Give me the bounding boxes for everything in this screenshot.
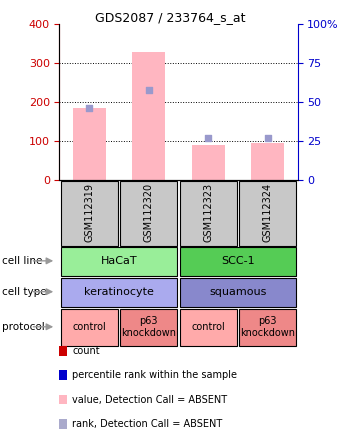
- Point: [265, 135, 271, 142]
- Bar: [59, 346, 67, 356]
- Text: HaCaT: HaCaT: [101, 256, 137, 266]
- Text: cell type: cell type: [2, 287, 46, 297]
- Bar: [61, 247, 177, 276]
- Bar: [180, 278, 296, 307]
- Text: protocol: protocol: [2, 322, 45, 332]
- Text: control: control: [191, 322, 225, 332]
- Bar: [180, 247, 296, 276]
- Bar: [61, 181, 118, 246]
- Text: GSM112324: GSM112324: [263, 183, 273, 242]
- Text: GSM112320: GSM112320: [144, 183, 154, 242]
- Bar: [239, 309, 296, 346]
- Bar: [59, 419, 67, 429]
- Text: value, Detection Call = ABSENT: value, Detection Call = ABSENT: [72, 395, 227, 404]
- Bar: [192, 145, 225, 180]
- Text: keratinocyte: keratinocyte: [84, 287, 154, 297]
- Point: [146, 86, 152, 93]
- Text: SCC-1: SCC-1: [221, 256, 255, 266]
- Bar: [61, 309, 118, 346]
- Text: control: control: [72, 322, 106, 332]
- Bar: [239, 181, 296, 246]
- Text: GDS2087 / 233764_s_at: GDS2087 / 233764_s_at: [95, 11, 245, 24]
- Point: [205, 135, 211, 142]
- Bar: [59, 370, 67, 380]
- Bar: [180, 181, 237, 246]
- Text: count: count: [72, 346, 100, 356]
- Text: GSM112323: GSM112323: [203, 183, 213, 242]
- Text: squamous: squamous: [209, 287, 267, 297]
- Text: GSM112319: GSM112319: [84, 183, 94, 242]
- Bar: [73, 108, 106, 180]
- Bar: [120, 181, 177, 246]
- Bar: [251, 143, 284, 180]
- Text: cell line: cell line: [2, 256, 42, 266]
- Text: p63
knockdown: p63 knockdown: [240, 316, 295, 337]
- Bar: [120, 309, 177, 346]
- Bar: [61, 278, 177, 307]
- Text: p63
knockdown: p63 knockdown: [121, 316, 176, 337]
- Point: [86, 105, 92, 112]
- Text: rank, Detection Call = ABSENT: rank, Detection Call = ABSENT: [72, 419, 222, 429]
- Bar: [59, 395, 67, 404]
- Text: percentile rank within the sample: percentile rank within the sample: [72, 370, 237, 380]
- Bar: [180, 309, 237, 346]
- Bar: [132, 52, 165, 180]
